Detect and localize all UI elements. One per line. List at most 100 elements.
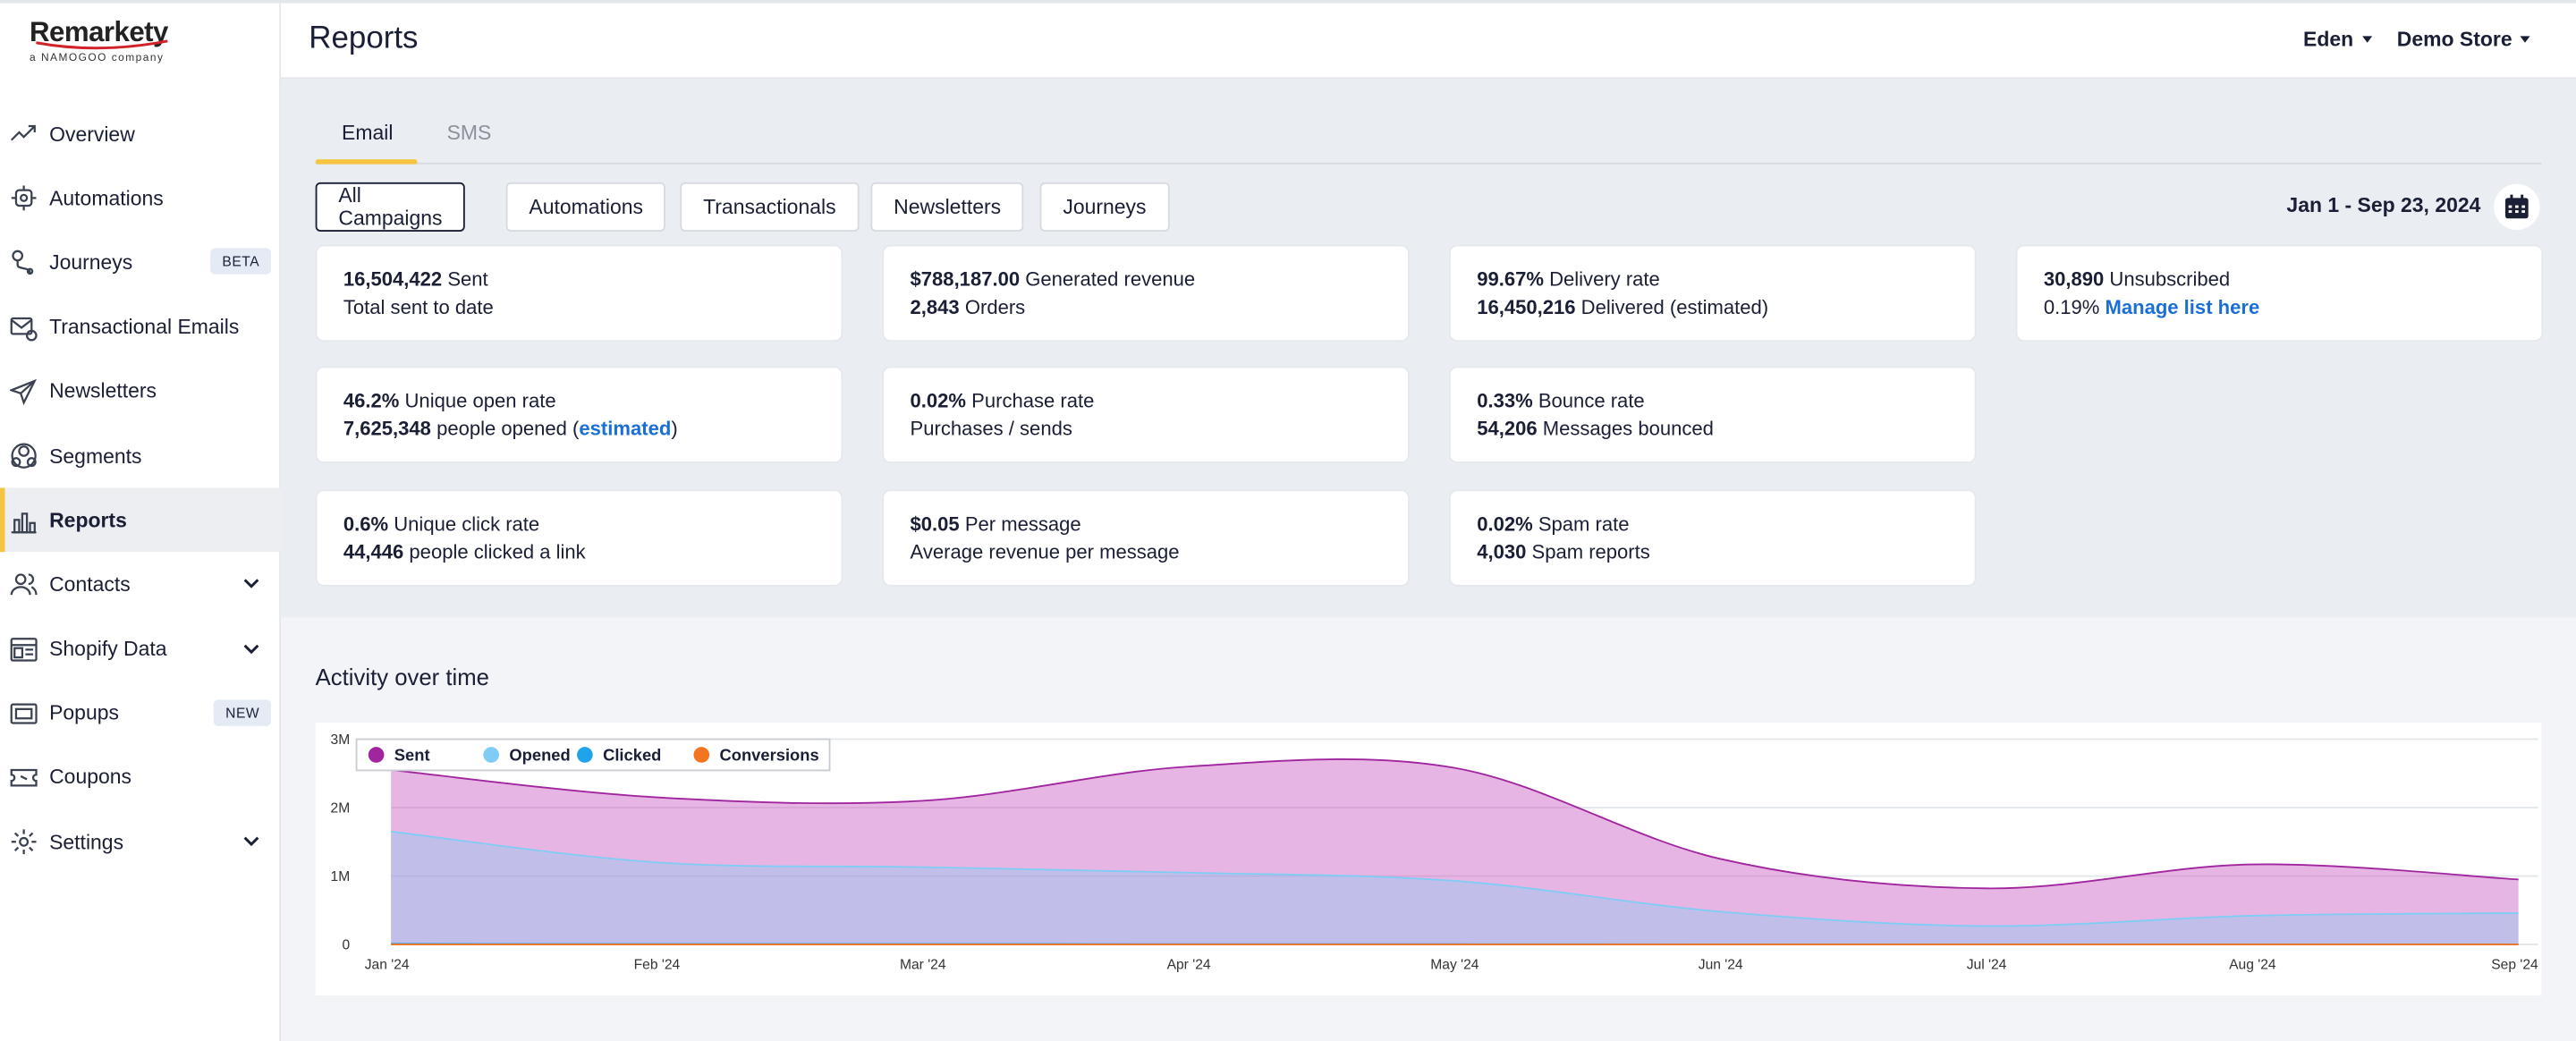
tab-email[interactable]: Email <box>342 121 394 145</box>
filter-newsletters[interactable]: Newsletters <box>870 182 1024 232</box>
legend-marker-clicked <box>577 747 593 763</box>
delivered-value: 16,450,216 <box>1477 294 1576 318</box>
legend-marker-conversions <box>693 747 710 763</box>
sidebar-item-label: Contacts <box>49 572 131 597</box>
active-tab-indicator <box>315 159 418 165</box>
revenue-value: $788,187.00 <box>910 267 1021 292</box>
sidebar-item-label: Segments <box>49 444 142 468</box>
sidebar-item-label: Shopify Data <box>49 637 167 661</box>
sidebar-item-newsletters[interactable]: Newsletters <box>0 360 281 424</box>
x-tick-label: Apr '24 <box>1167 958 1211 973</box>
purchase-rate-value: 0.02% <box>910 389 967 413</box>
orders-label: Orders <box>964 294 1026 318</box>
unsubscribed-card: 30,890 Unsubscribed 0.19% Manage list he… <box>2017 246 2542 341</box>
x-tick-label: Jul '24 <box>1967 958 2007 973</box>
click-rate-card: 0.6% Unique click rate 44,446 people cli… <box>317 491 842 585</box>
sent-card: 16,504,422 Sent Total sent to date <box>317 246 842 341</box>
calendar-button[interactable] <box>2494 183 2540 231</box>
sent-label: Sent <box>447 267 488 292</box>
sidebar-item-label: Automations <box>49 186 164 210</box>
beta-badge: BETA <box>210 249 272 275</box>
revenue-label: Generated revenue <box>1025 267 1196 292</box>
sidebar-item-label: Transactional Emails <box>49 315 240 339</box>
contacts-icon <box>10 571 38 598</box>
click-rate-value: 0.6% <box>343 512 389 536</box>
legend-label: Conversions <box>719 745 818 764</box>
spam-rate-value: 0.02% <box>1477 512 1533 536</box>
tab-sms[interactable]: SMS <box>446 121 492 145</box>
legend-marker-sent <box>368 747 385 763</box>
brand-name: Remarkety <box>30 16 168 48</box>
journey-pin-icon <box>10 249 38 276</box>
sidebar-item-label: Overview <box>49 123 135 146</box>
per-message-value: $0.05 <box>910 512 960 536</box>
delivery-card: 99.67% Delivery rate 16,450,216 Delivere… <box>1450 246 1975 341</box>
report-summary: Email SMS All Campaigns Automations Tran… <box>281 79 2576 618</box>
store-menu[interactable]: Demo Store <box>2397 28 2530 51</box>
y-tick-label: 3M <box>331 732 351 748</box>
people-clicked-value: 44,446 <box>343 539 404 563</box>
popup-icon <box>10 699 38 727</box>
sidebar-nav: Overview Automations Journeys BETA Tran <box>0 102 282 875</box>
people-clicked-label: people clicked a link <box>409 539 586 563</box>
sidebar-item-popups[interactable]: Popups NEW <box>0 681 281 746</box>
sidebar-item-reports[interactable]: Reports <box>0 487 282 554</box>
legend-box <box>355 738 831 772</box>
date-range-label[interactable]: Jan 1 - Sep 23, 2024 <box>2286 193 2481 217</box>
people-opened-value: 7,625,348 <box>343 416 431 440</box>
x-tick-label: Jan '24 <box>365 958 410 973</box>
click-rate-label: Unique click rate <box>394 512 540 536</box>
sidebar-item-transactional-emails[interactable]: Transactional Emails <box>0 295 281 360</box>
purchase-rate-card: 0.02% Purchase rate Purchases / sends <box>884 368 1409 462</box>
people-opened-label: people opened ( <box>436 416 580 440</box>
spam-reports-label: Spam reports <box>1531 539 1650 563</box>
top-header: Reports Eden Demo Store <box>281 3 2576 80</box>
segments-icon <box>10 442 38 470</box>
sent-subtitle: Total sent to date <box>343 294 494 318</box>
sidebar-item-settings[interactable]: Settings <box>0 810 281 875</box>
sidebar-item-segments[interactable]: Segments <box>0 424 281 488</box>
per-message-subtitle: Average revenue per message <box>910 539 1180 563</box>
orders-value: 2,843 <box>910 294 960 318</box>
channel-tabs: Email SMS <box>315 108 2542 165</box>
filter-all-campaigns[interactable]: All Campaigns <box>315 182 466 232</box>
top-border <box>0 0 2576 4</box>
calendar-icon <box>2504 194 2529 219</box>
activity-section: Activity over time 0 1M 2M 3M Jan '24 Feb '24… <box>281 617 2576 1041</box>
paper-plane-icon <box>10 377 38 405</box>
spam-rate-card: 0.02% Spam rate 4,030 Spam reports <box>1450 491 1975 585</box>
sidebar-item-label: Settings <box>49 830 124 854</box>
revenue-card: $788,187.00 Generated revenue 2,843 Orde… <box>884 246 1409 341</box>
y-tick-label: 0 <box>343 938 351 953</box>
filter-transactionals[interactable]: Transactionals <box>680 182 860 232</box>
filter-automations[interactable]: Automations <box>505 182 666 232</box>
estimated-link[interactable]: estimated <box>579 416 672 440</box>
sidebar-item-overview[interactable]: Overview <box>0 102 281 166</box>
purchase-rate-subtitle: Purchases / sends <box>910 416 1072 440</box>
trend-up-icon <box>10 120 38 148</box>
sidebar-item-journeys[interactable]: Journeys BETA <box>0 231 281 295</box>
sidebar-item-contacts[interactable]: Contacts <box>0 553 281 617</box>
sidebar-item-automations[interactable]: Automations <box>0 166 281 231</box>
sent-value: 16,504,422 <box>343 267 443 292</box>
x-tick-label: Jun '24 <box>1699 958 1743 973</box>
brand-logo[interactable]: Remarkety a NAMOGOO company <box>30 16 226 72</box>
sidebar-item-label: Journeys <box>49 250 133 275</box>
bounced-value: 54,206 <box>1477 416 1538 440</box>
store-menu-label: Demo Store <box>2396 28 2512 51</box>
series-area-opened <box>391 831 2519 945</box>
y-tick-label: 1M <box>331 869 351 884</box>
legend-marker-opened <box>483 747 499 763</box>
user-menu[interactable]: Eden <box>2303 28 2372 51</box>
manage-list-link[interactable]: Manage list here <box>2105 294 2260 318</box>
chevron-down-icon <box>243 836 259 847</box>
activity-chart[interactable]: 0 1M 2M 3M Jan '24 Feb '24 Mar '24 Apr '24 May '… <box>315 723 2542 996</box>
sidebar-item-shopify-data[interactable]: Shopify Data <box>0 617 281 681</box>
filter-journeys[interactable]: Journeys <box>1039 182 1170 232</box>
sidebar-item-coupons[interactable]: Coupons <box>0 746 281 810</box>
series-line-sent <box>391 757 2519 890</box>
legend-label: Sent <box>394 745 430 764</box>
x-tick-label: Aug '24 <box>2229 958 2276 973</box>
caret-down-icon <box>2520 36 2530 43</box>
chevron-down-icon <box>243 579 259 589</box>
